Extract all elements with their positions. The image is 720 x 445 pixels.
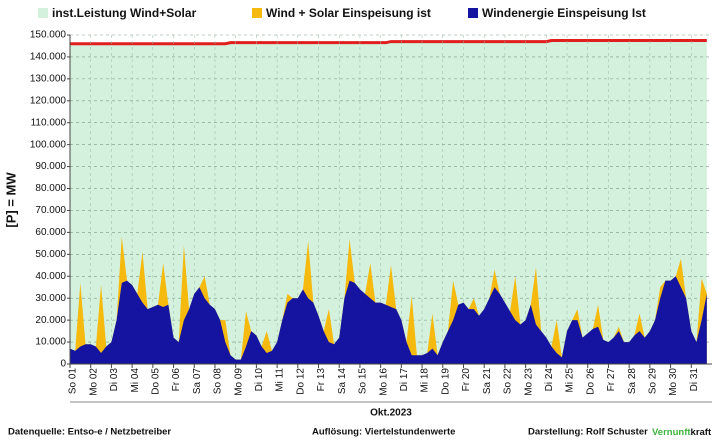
x-tick-label: So 08 <box>213 368 224 395</box>
legend-label: Windenergie Einspeisung Ist <box>482 6 646 20</box>
logo-part: kraft <box>691 427 712 438</box>
x-axis-label: Okt.2023 <box>370 408 412 419</box>
x-tick-label: Mo 02 <box>88 368 99 396</box>
x-tick-label: Do 19 <box>440 368 451 395</box>
x-tick-label: So 29 <box>648 368 659 395</box>
x-tick-label: Do 26 <box>585 368 596 395</box>
x-tick-label: Mi 04 <box>130 368 141 393</box>
x-tick-label: So 15 <box>358 368 369 395</box>
legend-label: inst.Leistung Wind+Solar <box>52 6 197 20</box>
x-tick-label: Do 12 <box>295 368 306 395</box>
y-tick-label: 120.000 <box>30 95 67 106</box>
x-tick-label: Mo 23 <box>523 368 534 396</box>
x-tick-label: Do 05 <box>150 368 161 395</box>
footer-logo: Vernunftkraft <box>652 427 712 438</box>
x-tick-label: Mi 25 <box>565 368 576 393</box>
y-tick-label: 60.000 <box>35 227 66 238</box>
x-tick-label: Di 10 <box>254 368 265 392</box>
y-tick-label: 80.000 <box>35 183 66 194</box>
legend-swatch <box>468 8 478 18</box>
x-tick-label: Mo 16 <box>378 368 389 396</box>
y-tick-label: 40.000 <box>35 271 66 282</box>
y-tick-label: 10.000 <box>35 337 66 348</box>
x-tick-label: Fr 20 <box>461 368 472 392</box>
y-tick-label: 140.000 <box>30 52 67 63</box>
y-tick-label: 0 <box>60 359 66 370</box>
x-tick-label: Sa 07 <box>192 368 203 395</box>
legend-label: Wind + Solar Einspeisung ist <box>266 6 431 20</box>
x-tick-label: Mo 09 <box>233 368 244 396</box>
legend-swatch <box>252 8 262 18</box>
plot-area <box>69 34 712 365</box>
x-tick-label: So 01 <box>68 368 79 395</box>
x-tick-label: Di 24 <box>544 368 555 392</box>
x-tick-label: So 22 <box>503 368 514 395</box>
y-tick-label: 20.000 <box>35 315 66 326</box>
y-tick-label: 150.000 <box>30 30 67 41</box>
x-tick-label: Sa 28 <box>627 368 638 395</box>
logo-part: Vernunft <box>652 427 691 438</box>
x-tick-label: Mi 18 <box>420 368 431 393</box>
footer-source: Datenquelle: Entso-e / Netzbetreiber <box>8 427 171 438</box>
y-tick-label: 70.000 <box>35 205 66 216</box>
x-tick-label: Di 03 <box>109 368 120 392</box>
y-tick-label: 130.000 <box>30 74 67 85</box>
line <box>70 38 707 46</box>
y-tick-label: 90.000 <box>35 161 66 172</box>
area <box>70 276 707 364</box>
x-tick-label: Di 17 <box>399 368 410 392</box>
y-tick-label: 50.000 <box>35 249 66 260</box>
x-tick-label: Fr 06 <box>171 368 182 392</box>
y-tick-label: 110.000 <box>31 117 67 128</box>
x-tick-label: Sa 21 <box>482 368 493 395</box>
x-tick-label: Di 31 <box>689 368 700 392</box>
area <box>70 40 707 364</box>
x-tick-label: Fr 27 <box>606 368 617 392</box>
x-tick-label: Mi 11 <box>275 368 286 392</box>
area <box>70 236 707 364</box>
y-axis-label: [P] = MW <box>3 172 18 228</box>
footer-author: Darstellung: Rolf Schuster <box>528 427 648 438</box>
legend-swatch <box>38 8 48 18</box>
x-tick-label: Mo 30 <box>668 368 679 396</box>
x-tick-label: Fr 13 <box>316 368 327 392</box>
y-tick-label: 100.000 <box>30 139 67 150</box>
footer-resolution: Auflösung: Viertelstundenwerte <box>312 427 455 438</box>
y-tick-label: 30.000 <box>35 293 66 304</box>
x-tick-label: Sa 14 <box>337 368 348 395</box>
